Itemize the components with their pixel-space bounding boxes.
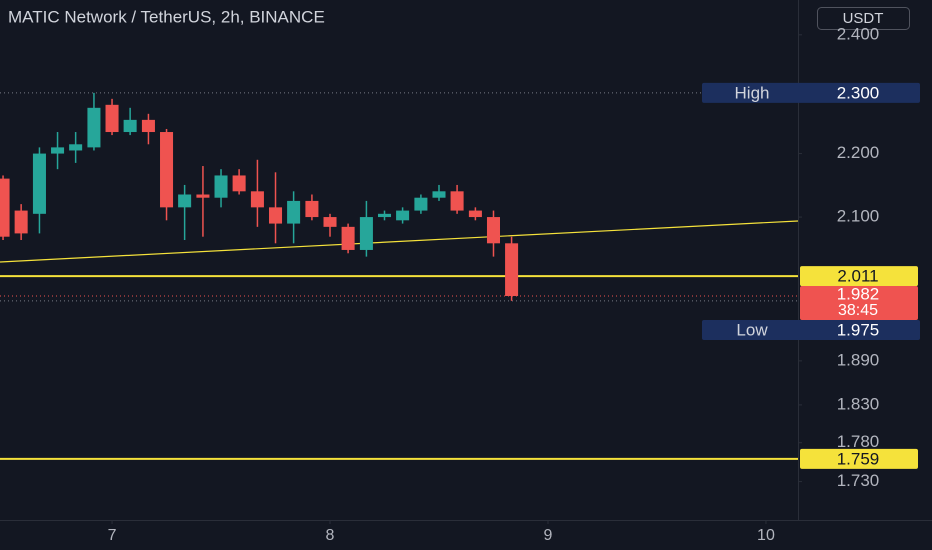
y-tick-label: 1.780 xyxy=(837,432,880,451)
level-badge-label: 2.011 xyxy=(837,267,878,286)
candle-body xyxy=(0,178,10,237)
candle-body xyxy=(396,210,410,221)
y-tick-label: 1.730 xyxy=(837,471,880,490)
level-badge-label: 1.759 xyxy=(837,449,880,468)
candle-body xyxy=(287,200,301,224)
marker-value: 2.300 xyxy=(837,83,880,102)
candle-body xyxy=(123,119,137,133)
candle-body xyxy=(51,147,65,154)
candle-body xyxy=(141,119,155,133)
candle-body xyxy=(505,243,519,296)
currency-box[interactable] xyxy=(817,7,910,30)
candle-body xyxy=(432,191,446,198)
candle-body xyxy=(359,217,373,250)
marker-name: Low xyxy=(736,320,768,339)
countdown-label: 38:45 xyxy=(838,302,878,319)
candle-body xyxy=(232,175,246,192)
candle-body xyxy=(341,226,355,250)
level-badge xyxy=(800,266,918,287)
candle-body xyxy=(196,194,210,198)
candle-body xyxy=(160,132,174,208)
candle-body xyxy=(414,197,428,211)
last-price-label: 1.982 xyxy=(837,284,880,303)
candle-body xyxy=(250,191,264,208)
candle-body xyxy=(69,144,83,151)
y-tick-label: 2.400 xyxy=(837,24,880,43)
x-tick-label: 10 xyxy=(757,527,775,544)
candle-body xyxy=(105,104,119,133)
candle-body xyxy=(486,217,501,244)
candle-body xyxy=(214,175,228,198)
y-tick-label: 2.100 xyxy=(837,207,880,226)
currency-label[interactable]: USDT xyxy=(843,10,884,27)
candle-body xyxy=(87,107,101,148)
last-price-badge xyxy=(800,285,918,320)
marker-value: 1.975 xyxy=(837,320,880,339)
y-tick-label: 1.830 xyxy=(837,394,880,413)
marker-badge xyxy=(702,82,920,103)
candle-body xyxy=(14,210,28,234)
chart-title: MATIC Network / TetherUS, 2h, BINANCE xyxy=(8,7,325,26)
x-tick-label: 7 xyxy=(108,527,117,544)
candle-body xyxy=(468,210,482,218)
candle-body xyxy=(323,217,337,227)
candle-body xyxy=(450,191,464,211)
x-tick-label: 9 xyxy=(544,527,553,544)
x-tick-label: 8 xyxy=(326,527,335,544)
candle-body xyxy=(305,200,319,218)
candle-body xyxy=(377,213,392,218)
y-tick-label: 2.200 xyxy=(837,143,880,162)
y-tick-label: 1.890 xyxy=(837,350,880,369)
candle-body xyxy=(178,194,192,208)
marker-name: High xyxy=(735,83,770,102)
marker-badge xyxy=(702,319,920,340)
trendline xyxy=(0,220,799,263)
candle-body xyxy=(269,207,283,224)
candle-body xyxy=(32,153,46,214)
level-badge xyxy=(800,448,918,469)
